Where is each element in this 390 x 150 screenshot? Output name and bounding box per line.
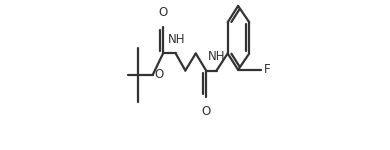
Text: NH: NH [208,50,226,63]
Text: NH: NH [167,33,185,46]
Text: O: O [202,105,211,118]
Text: O: O [158,6,168,19]
Text: O: O [154,68,164,81]
Text: F: F [264,63,270,76]
